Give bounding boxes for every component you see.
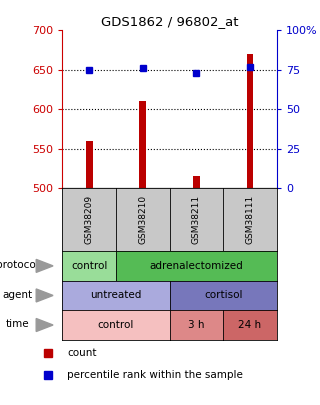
Bar xyxy=(246,54,253,188)
Text: 3 h: 3 h xyxy=(188,320,205,330)
Polygon shape xyxy=(36,318,53,332)
Text: cortisol: cortisol xyxy=(204,290,243,301)
Text: GSM38210: GSM38210 xyxy=(138,195,147,244)
Text: count: count xyxy=(67,348,97,358)
Title: GDS1862 / 96802_at: GDS1862 / 96802_at xyxy=(101,15,238,28)
Text: untreated: untreated xyxy=(90,290,142,301)
Text: GSM38209: GSM38209 xyxy=(85,195,94,244)
Text: protocol: protocol xyxy=(0,260,39,270)
Text: control: control xyxy=(98,320,134,330)
Bar xyxy=(139,101,146,188)
Text: 24 h: 24 h xyxy=(238,320,261,330)
Text: agent: agent xyxy=(3,290,33,300)
Polygon shape xyxy=(36,289,53,302)
Bar xyxy=(193,177,200,188)
Text: GSM38111: GSM38111 xyxy=(245,195,254,244)
Bar xyxy=(86,141,93,188)
Text: percentile rank within the sample: percentile rank within the sample xyxy=(67,370,243,380)
Text: GSM38211: GSM38211 xyxy=(192,195,201,244)
Polygon shape xyxy=(36,259,53,273)
Text: adrenalectomized: adrenalectomized xyxy=(149,261,243,271)
Text: control: control xyxy=(71,261,108,271)
Text: time: time xyxy=(6,320,29,329)
